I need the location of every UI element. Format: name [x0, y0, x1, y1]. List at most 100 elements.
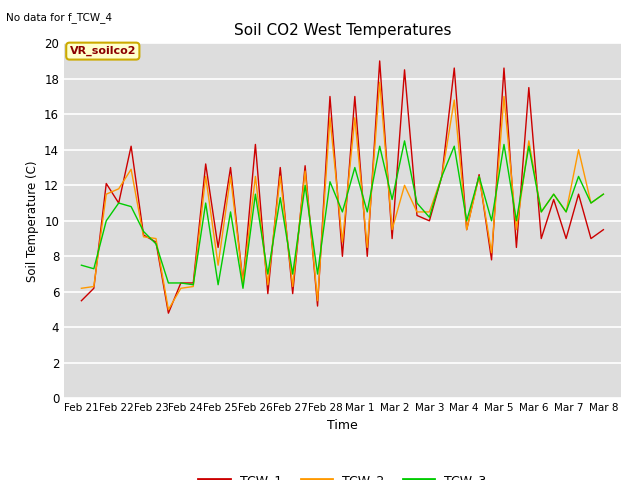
TCW_3 — [301, 182, 309, 188]
TCW_2 — [463, 227, 470, 232]
TCW_1 — [77, 298, 85, 303]
TCW_3 — [177, 280, 185, 286]
TCW_1 — [538, 236, 545, 241]
TCW_1 — [301, 163, 309, 168]
TCW_2 — [538, 209, 545, 215]
TCW_2 — [575, 147, 582, 153]
TCW_2 — [90, 284, 98, 289]
TCW_3 — [426, 215, 433, 220]
TCW_2 — [301, 168, 309, 174]
TCW_3 — [463, 218, 470, 224]
TCW_1 — [488, 257, 495, 263]
TCW_1 — [413, 213, 421, 218]
TCW_2 — [202, 173, 209, 179]
TCW_1 — [102, 180, 110, 186]
TCW_3 — [451, 144, 458, 149]
TCW_1 — [115, 200, 122, 206]
Legend: TCW_1, TCW_2, TCW_3: TCW_1, TCW_2, TCW_3 — [193, 468, 492, 480]
TCW_3 — [214, 282, 222, 288]
TCW_2 — [164, 307, 172, 312]
TCW_3 — [438, 173, 445, 179]
TCW_3 — [276, 195, 284, 201]
TCW_3 — [239, 286, 247, 291]
TCW_3 — [252, 191, 259, 197]
Line: TCW_2: TCW_2 — [81, 82, 604, 310]
TCW_2 — [127, 167, 135, 172]
TCW_3 — [189, 282, 197, 288]
TCW_1 — [189, 280, 197, 286]
Title: Soil CO2 West Temperatures: Soil CO2 West Temperatures — [234, 23, 451, 38]
TCW_3 — [152, 241, 160, 247]
TCW_1 — [500, 65, 508, 71]
Text: No data for f_TCW_4: No data for f_TCW_4 — [6, 12, 113, 23]
TCW_2 — [587, 200, 595, 206]
TCW_1 — [575, 191, 582, 197]
TCW_3 — [401, 138, 408, 144]
TCW_3 — [388, 197, 396, 203]
TCW_2 — [376, 79, 383, 85]
TCW_2 — [239, 280, 247, 286]
TCW_1 — [164, 310, 172, 316]
TCW_1 — [289, 291, 296, 297]
TCW_2 — [513, 227, 520, 232]
TCW_3 — [563, 209, 570, 215]
TCW_2 — [438, 173, 445, 179]
TCW_3 — [115, 200, 122, 206]
TCW_1 — [140, 232, 147, 238]
TCW_1 — [152, 239, 160, 245]
TCW_3 — [102, 218, 110, 224]
TCW_2 — [227, 173, 234, 179]
TCW_1 — [563, 236, 570, 241]
TCW_3 — [264, 271, 271, 277]
TCW_3 — [500, 142, 508, 147]
TCW_1 — [90, 286, 98, 291]
TCW_2 — [364, 244, 371, 251]
TCW_3 — [513, 218, 520, 224]
TCW_1 — [438, 173, 445, 179]
TCW_3 — [164, 280, 172, 286]
TCW_3 — [127, 204, 135, 209]
TCW_1 — [364, 253, 371, 259]
TCW_3 — [525, 144, 532, 149]
TCW_1 — [550, 197, 557, 203]
TCW_2 — [451, 97, 458, 103]
TCW_1 — [513, 244, 520, 251]
TCW_3 — [488, 218, 495, 224]
TCW_2 — [388, 227, 396, 232]
TCW_3 — [77, 262, 85, 268]
TCW_1 — [252, 142, 259, 147]
TCW_1 — [227, 165, 234, 170]
TCW_2 — [102, 191, 110, 197]
TCW_2 — [426, 209, 433, 215]
TCW_2 — [476, 173, 483, 179]
TCW_3 — [339, 209, 346, 215]
TCW_1 — [426, 218, 433, 224]
TCW_3 — [376, 144, 383, 149]
TCW_1 — [587, 236, 595, 241]
TCW_1 — [239, 280, 247, 286]
TCW_1 — [600, 227, 607, 232]
TCW_2 — [214, 262, 222, 268]
TCW_2 — [289, 284, 296, 289]
TCW_1 — [463, 227, 470, 232]
TCW_3 — [326, 179, 334, 185]
TCW_1 — [214, 244, 222, 251]
TCW_2 — [401, 182, 408, 188]
TCW_2 — [264, 282, 271, 288]
TCW_3 — [538, 209, 545, 215]
TCW_2 — [77, 286, 85, 291]
TCW_2 — [115, 186, 122, 192]
TCW_2 — [488, 250, 495, 256]
TCW_3 — [575, 173, 582, 179]
X-axis label: Time: Time — [327, 419, 358, 432]
TCW_3 — [587, 200, 595, 206]
TCW_2 — [140, 234, 147, 240]
TCW_3 — [314, 271, 321, 277]
TCW_1 — [202, 161, 209, 167]
TCW_1 — [339, 253, 346, 259]
TCW_3 — [140, 228, 147, 234]
TCW_2 — [563, 209, 570, 215]
TCW_3 — [202, 200, 209, 206]
TCW_2 — [252, 173, 259, 179]
TCW_1 — [451, 65, 458, 71]
